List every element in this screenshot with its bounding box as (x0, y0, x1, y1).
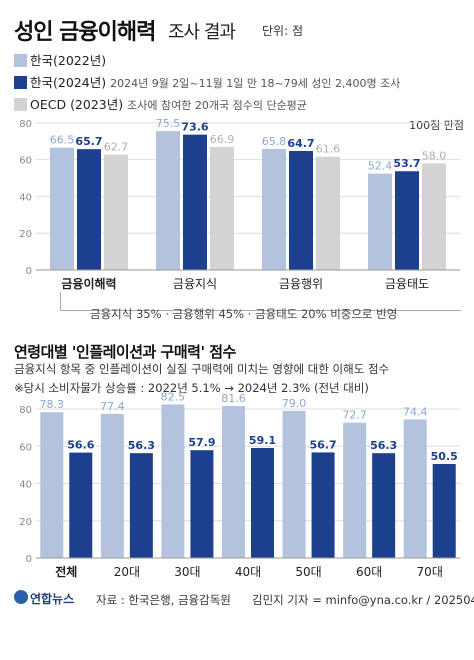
source-label: 자료 : 한국은행, 금융감독원 (96, 593, 231, 607)
bar (262, 148, 286, 270)
data-label: 56.3 (370, 439, 397, 452)
weight-note: 금융지식 35% · 금융행위 45% · 금융태도 20% 비중으로 반영 (90, 307, 398, 321)
bar (282, 410, 306, 558)
bar (422, 163, 446, 270)
x-tick-label: 금융행위 (279, 276, 323, 291)
data-label: 81.6 (221, 392, 246, 405)
bar (343, 422, 367, 558)
data-label: 56.7 (310, 438, 337, 451)
section2-title: 연령대별 '인플레이션과 구매력' 점수 (14, 343, 236, 361)
logo-text: 연합뉴스 (30, 592, 75, 606)
legend-note: 2024년 9월 2일~11월 1일 만 18~79세 성인 2,400명 조사 (110, 77, 401, 90)
data-label: 64.7 (287, 137, 314, 150)
bar (161, 404, 185, 558)
y-tick-label: 20 (19, 229, 32, 240)
bar (40, 412, 64, 558)
bar (100, 413, 124, 558)
data-label: 65.7 (75, 135, 102, 148)
data-label: 74.4 (403, 405, 428, 418)
data-label: 65.8 (262, 135, 287, 148)
data-label: 56.3 (128, 439, 155, 452)
bar (129, 453, 153, 558)
bar (311, 452, 335, 558)
bar (190, 450, 214, 558)
bar (289, 151, 313, 270)
bar (104, 154, 128, 270)
legend-item-oecd-2023: OECD (2023년) 조사에 참여한 20개국 점수의 단순평균 (14, 94, 307, 114)
unit-label: 단위: 점 (262, 24, 303, 38)
legend-swatch-oecd-2023 (14, 98, 27, 111)
financial-literacy-chart: 0 20 40 60 80 66.5 65.7 62.7 금융이해력 75.5 73.666.9 금융… (19, 117, 460, 291)
legend-note: 조사에 참여한 20개국 점수의 단순평균 (127, 99, 307, 112)
data-label: 66.5 (50, 134, 75, 147)
bar (156, 131, 180, 270)
bar (222, 406, 245, 558)
data-label: 56.6 (67, 439, 94, 452)
data-label: 59.1 (249, 434, 276, 447)
bar (50, 147, 74, 270)
y-tick-label: 80 (19, 119, 32, 130)
max-score-note: 100점 만점 (409, 119, 464, 132)
data-label: 61.6 (316, 143, 341, 156)
x-tick-label: 30대 (174, 565, 200, 579)
data-label: 78.3 (40, 398, 65, 411)
x-tick-label: 금융지식 (173, 277, 217, 291)
data-label: 79.0 (282, 397, 307, 410)
y-tick-label: 60 (19, 442, 32, 453)
legend-label: 한국(2022년) (30, 53, 107, 68)
x-tick-label: 70대 (417, 565, 443, 579)
data-label: 75.5 (156, 117, 181, 130)
x-tick-label: 20대 (114, 565, 140, 579)
legend-item-korea-2022: 한국(2022년) (14, 50, 106, 70)
legend-item-korea-2024: 한국(2024년) 2024년 9월 2일~11월 1일 만 18~79세 성인 … (14, 72, 400, 92)
data-label: 58.0 (422, 149, 447, 162)
bar (316, 156, 340, 270)
x-tick-label: 60대 (356, 565, 382, 579)
x-tick-label: 40대 (235, 565, 261, 579)
y-tick-label: 20 (19, 517, 32, 528)
bar (210, 146, 234, 270)
section2-note: ※당시 소비자물가 상승률 : 2022년 5.1% → 2024년 2.3% … (14, 381, 369, 395)
bar (372, 453, 396, 558)
age-inflation-chart: 0 20 40 60 80 78.3 56.6 전체 77.4 56.3 20대 82.5 57.9 30… (19, 390, 460, 579)
data-label: 57.9 (188, 436, 215, 449)
y-tick-label: 40 (19, 192, 32, 203)
x-tick-label: 금융태도 (385, 277, 429, 291)
weight-bracket (60, 292, 461, 311)
legend-label: OECD (2023년) (30, 97, 124, 112)
data-label: 77.4 (100, 400, 125, 413)
bar (395, 171, 419, 270)
bar (432, 463, 456, 558)
yonhap-logo-icon (14, 590, 28, 604)
data-label: 53.7 (393, 157, 420, 170)
y-tick-label: 80 (19, 405, 32, 416)
bar (183, 134, 207, 270)
x-tick-label: 50대 (295, 565, 321, 579)
data-label: 82.5 (161, 390, 186, 403)
data-label: 62.7 (104, 141, 129, 154)
data-label: 73.6 (181, 121, 208, 134)
y-tick-label: 0 (26, 554, 32, 565)
bar (77, 149, 101, 270)
page-subtitle: 조사 결과 (168, 22, 236, 43)
bar (251, 447, 274, 558)
legend-label: 한국(2024년) (30, 75, 107, 90)
page-title: 성인 금융이해력 (14, 20, 156, 45)
y-tick-label: 60 (19, 156, 32, 167)
section2-description: 금융지식 항목 중 인플레이션이 실질 구매력에 미치는 영향에 대한 이해도 … (14, 362, 390, 376)
x-tick-label: 금융이해력 (61, 276, 116, 291)
y-tick-label: 0 (26, 266, 32, 277)
data-label: 50.5 (431, 450, 458, 463)
x-tick-label: 전체 (55, 564, 77, 579)
y-tick-label: 40 (19, 480, 32, 491)
legend-swatch-korea-2024 (14, 76, 27, 89)
bar (69, 452, 93, 558)
data-label: 66.9 (210, 133, 235, 146)
credit-label: 김민지 기자 = minfo@yna.co.kr / 20250429 (252, 593, 474, 607)
data-label: 52.4 (368, 160, 393, 173)
data-label: 72.7 (342, 409, 367, 422)
bar (368, 173, 392, 270)
legend-swatch-korea-2022 (14, 54, 27, 67)
bar (403, 419, 427, 558)
